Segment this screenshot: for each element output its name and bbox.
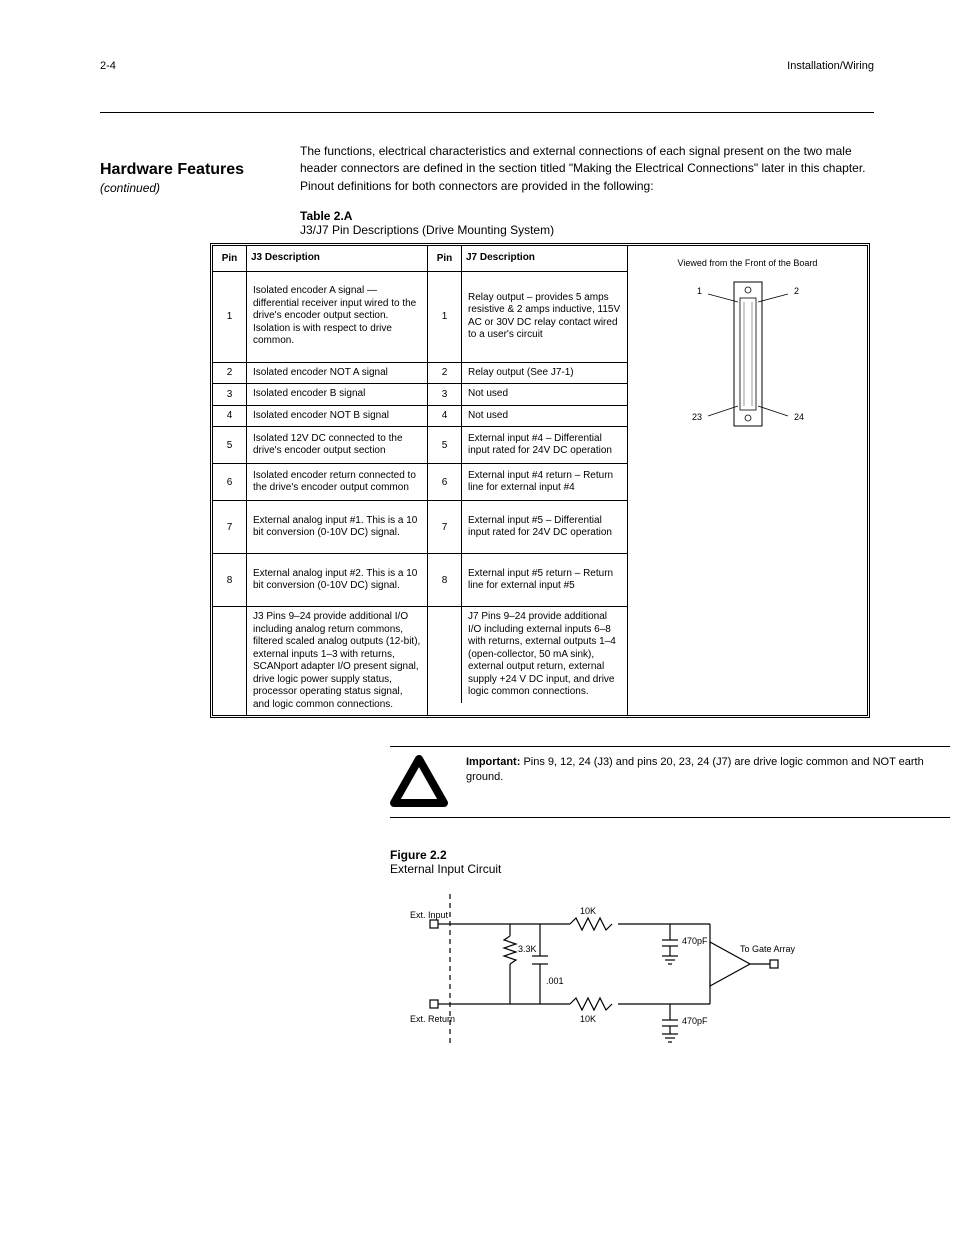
pin-cell: 4 (428, 406, 462, 427)
header-rule (100, 112, 874, 113)
page: 2-4 Installation/Wiring Hardware Feature… (0, 0, 954, 1119)
desc-cell: Relay output – provides 5 amps resistive… (462, 272, 627, 362)
pin-table: Pin J3 Description 1Isolated encoder A s… (210, 243, 870, 718)
col-header-pin: Pin (213, 246, 247, 271)
pin-cell: 6 (428, 464, 462, 500)
label-ext-input: Ext. Input (410, 910, 449, 920)
desc-cell: External analog input #2. This is a 10 b… (247, 554, 427, 606)
important-note: Important: Pins 9, 12, 24 (J3) and pins … (390, 746, 950, 818)
col-header-desc-b: J7 Description (462, 246, 627, 271)
chapter-label: Installation/Wiring (787, 60, 874, 72)
table-caption-pre: Table 2.A (300, 209, 352, 223)
label-c-top: 470pF (682, 936, 708, 946)
figure-caption: Figure 2.2 External Input Circuit (390, 848, 874, 876)
label-r-mid: 3.3K (518, 944, 537, 954)
pin-cell: 5 (428, 427, 462, 463)
figure-caption-text: External Input Circuit (390, 862, 501, 876)
table-row: 8External analog input #2. This is a 10 … (213, 554, 427, 607)
connector-diagram-panel: Viewed from the Front of the Board (628, 246, 867, 715)
desc-cell: Not used (462, 406, 627, 427)
pin-cell (213, 607, 247, 715)
desc-cell: Isolated 12V DC connected to the drive's… (247, 427, 427, 463)
important-body-text: Pins 9, 12, 24 (J3) and pins 20, 23, 24 … (466, 756, 924, 783)
desc-cell: External input #5 return – Return line f… (462, 554, 627, 606)
desc-cell: Not used (462, 384, 627, 405)
connector-icon: 1 2 23 24 (688, 274, 808, 434)
col-header-desc: J3 Description (247, 246, 427, 271)
table-row: 2Isolated encoder NOT A signal (213, 363, 427, 385)
pin-cell: 2 (428, 363, 462, 384)
table-caption-text: J3/J7 Pin Descriptions (Drive Mounting S… (300, 223, 554, 237)
conn-label-br: 24 (794, 412, 804, 422)
section-title-text: Hardware Features (100, 161, 244, 178)
label-c-mid: .001 (546, 976, 564, 986)
desc-cell: External analog input #1. This is a 10 b… (247, 501, 427, 553)
pin-cell: 8 (213, 554, 247, 606)
table-row: 1Relay output – provides 5 amps resistiv… (428, 272, 627, 363)
table-row: 8External input #5 return – Return line … (428, 554, 627, 607)
table-row: 7External analog input #1. This is a 10 … (213, 501, 427, 554)
label-ext-return: Ext. Return (410, 1014, 455, 1024)
table-row: J7 Pins 9–24 provide additional I/O incl… (428, 607, 627, 703)
page-number: 2-4 (100, 60, 116, 72)
table-col-j7: Pin J7 Description 1Relay output – provi… (428, 246, 628, 715)
label-gate-array: To Gate Array (740, 944, 796, 954)
desc-cell: Relay output (See J7-1) (462, 363, 627, 384)
table-row: 2Relay output (See J7-1) (428, 363, 627, 385)
desc-cell: Isolated encoder return connected to the… (247, 464, 427, 500)
label-r-top: 10K (580, 906, 596, 916)
conn-label-tr: 2 (794, 286, 799, 296)
table-row: 5External input #4 – Differential input … (428, 427, 627, 464)
table-row: 4Isolated encoder NOT B signal (213, 406, 427, 428)
figure-caption-pre: Figure 2.2 (390, 848, 447, 862)
table-row: 3Isolated encoder B signal (213, 384, 427, 406)
table-row: 6External input #4 return – Return line … (428, 464, 627, 501)
table-row: 6Isolated encoder return connected to th… (213, 464, 427, 501)
desc-cell: External input #5 – Differential input r… (462, 501, 627, 553)
col-header-pin-b: Pin (428, 246, 462, 271)
intro-paragraph: The functions, electrical characteristic… (300, 143, 874, 195)
desc-cell: Isolated encoder B signal (247, 384, 427, 405)
desc-cell: J3 Pins 9–24 provide additional I/O incl… (247, 607, 427, 715)
pin-cell: 1 (213, 272, 247, 362)
label-r-bot: 10K (580, 1014, 596, 1024)
section-subtitle: (continued) (100, 181, 160, 195)
desc-cell: J7 Pins 9–24 provide additional I/O incl… (462, 607, 627, 703)
table-row: 4Not used (428, 406, 627, 428)
pin-cell: 6 (213, 464, 247, 500)
pin-cell: 5 (213, 427, 247, 463)
pin-cell (428, 607, 462, 703)
pin-cell: 7 (213, 501, 247, 553)
pin-cell: 3 (213, 384, 247, 405)
table-row: 7External input #5 – Differential input … (428, 501, 627, 554)
desc-cell: External input #4 return – Return line f… (462, 464, 627, 500)
section-title: Hardware Features (continued) (100, 161, 270, 197)
desc-cell: Isolated encoder A signal — differential… (247, 272, 427, 362)
pin-cell: 2 (213, 363, 247, 384)
pin-cell: 7 (428, 501, 462, 553)
important-label: Important: (466, 756, 520, 768)
pin-cell: 3 (428, 384, 462, 405)
table-row: J3 Pins 9–24 provide additional I/O incl… (213, 607, 427, 715)
conn-label-bl: 23 (691, 412, 701, 422)
desc-cell: Isolated encoder NOT A signal (247, 363, 427, 384)
table-row: 1Isolated encoder A signal — differentia… (213, 272, 427, 363)
pin-cell: 4 (213, 406, 247, 427)
pin-cell: 8 (428, 554, 462, 606)
warning-icon (390, 755, 448, 807)
conn-label-tl: 1 (696, 286, 701, 296)
label-c-bot: 470pF (682, 1016, 708, 1026)
connector-note: Viewed from the Front of the Board (636, 258, 859, 268)
important-text: Important: Pins 9, 12, 24 (J3) and pins … (466, 755, 950, 785)
table-row: 5Isolated 12V DC connected to the drive'… (213, 427, 427, 464)
schematic-diagram: Ext. Input Ext. Return 10K 10K (410, 884, 874, 1059)
desc-cell: External input #4 – Differential input r… (462, 427, 627, 463)
table-caption: Table 2.A J3/J7 Pin Descriptions (Drive … (300, 209, 874, 237)
page-header: 2-4 Installation/Wiring (100, 60, 874, 72)
desc-cell: Isolated encoder NOT B signal (247, 406, 427, 427)
table-row: 3Not used (428, 384, 627, 406)
pin-cell: 1 (428, 272, 462, 362)
table-col-j3: Pin J3 Description 1Isolated encoder A s… (213, 246, 428, 715)
